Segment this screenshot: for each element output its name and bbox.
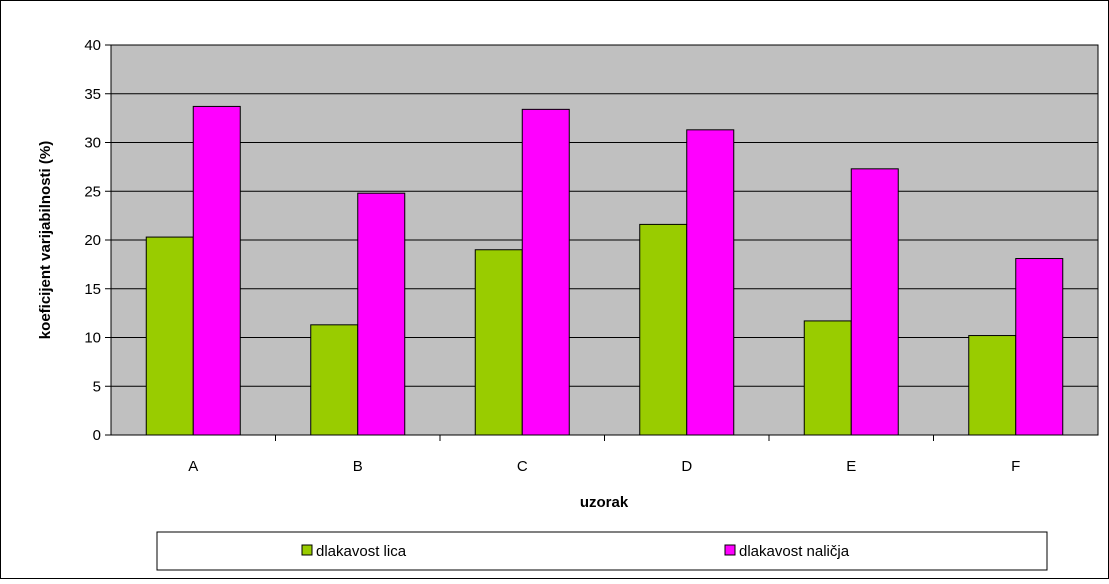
axes (105, 44, 1098, 441)
x-tick-label-A: A (188, 458, 198, 475)
bar-F-series-1 (1015, 258, 1064, 436)
y-tick-label: 20 (84, 232, 101, 249)
y-tick-label: 10 (84, 330, 101, 347)
bar-A-series-0 (145, 236, 194, 436)
y-tick-label: 35 (84, 86, 101, 103)
y-tick-label: 40 (84, 37, 101, 54)
bar-F-series-0 (968, 335, 1017, 436)
bars (145, 105, 1064, 436)
x-tick-labels: A B C D E F (188, 458, 1020, 475)
bar-B-series-1 (357, 192, 406, 436)
y-tick-label: 0 (93, 427, 101, 444)
legend-box (156, 531, 1048, 571)
bar-D-series-0 (639, 223, 688, 436)
y-tick-label: 15 (84, 281, 101, 298)
x-tick-label-E: E (846, 458, 856, 475)
x-tick-label-F: F (1011, 458, 1020, 475)
bar-B-series-0 (310, 324, 359, 436)
bar-E-series-1 (850, 168, 899, 436)
y-axis-title: koeficijent varijabilnosti (%) (37, 141, 54, 339)
x-tick-label-D: D (681, 458, 692, 475)
y-tick-label: 25 (84, 183, 101, 200)
x-axis-title: uzorak (580, 494, 629, 511)
bar-E-series-0 (803, 320, 852, 436)
gridlines (111, 93, 1098, 387)
bar-A-series-1 (192, 105, 241, 436)
bar-C-series-0 (474, 249, 523, 436)
x-tick-label-B: B (353, 458, 363, 475)
y-tick-label: 30 (84, 135, 101, 152)
legend-label-dlakavost-nalicja: dlakavost naličja (739, 543, 850, 560)
legend-label-dlakavost-lica: dlakavost lica (316, 543, 407, 560)
legend-swatch-dlakavost-nalicja (724, 544, 736, 556)
bar-C-series-1 (521, 108, 570, 436)
y-tick-labels: 0 5 10 15 20 25 30 35 40 (84, 37, 101, 444)
legend-swatch-dlakavost-lica (301, 544, 313, 556)
bar-D-series-1 (686, 129, 735, 436)
y-tick-label: 5 (93, 378, 101, 395)
legend: dlakavost lica dlakavost naličja (156, 531, 1048, 571)
x-tick-label-C: C (517, 458, 528, 475)
